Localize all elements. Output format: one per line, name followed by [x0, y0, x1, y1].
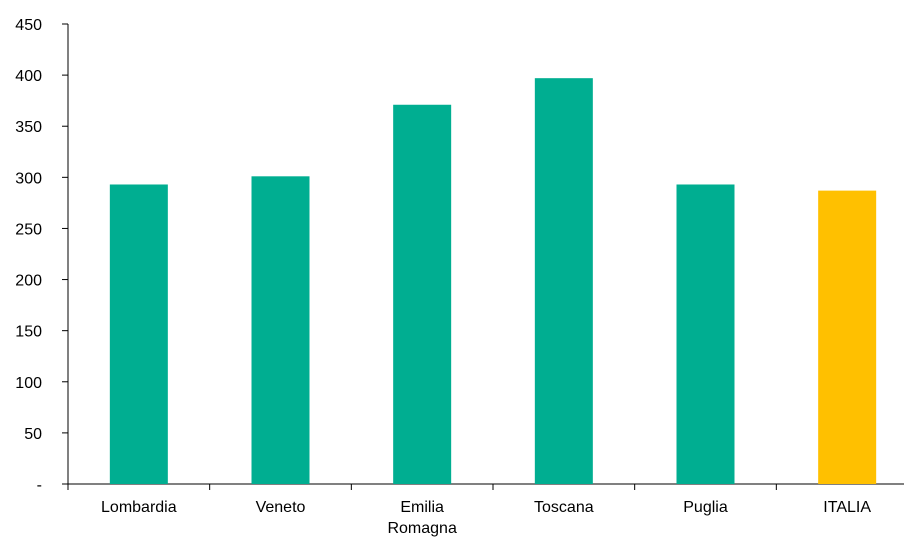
y-axis: - 50 100 150 200 250 300 350 400 450 [15, 17, 69, 494]
bar-emilia-romagna [393, 104, 452, 484]
x-category-label: Lombardia [101, 499, 177, 516]
bar-toscana [534, 78, 593, 484]
x-category-label: Toscana [534, 499, 594, 516]
x-category-label: ITALIA [823, 499, 871, 516]
y-tick-label: 100 [15, 375, 42, 392]
bar-lombardia [109, 184, 168, 484]
y-tick-label: - [37, 477, 42, 494]
x-axis: Lombardia Veneto Emilia Romagna Toscana Pugli… [67, 483, 904, 537]
y-tick-label: 150 [15, 324, 42, 341]
y-tick-label: 400 [15, 68, 42, 85]
y-tick-label: 450 [15, 17, 42, 34]
x-category-label: Puglia [683, 499, 728, 516]
bar-italia [818, 190, 877, 484]
bars [109, 78, 877, 485]
x-category-label: Emilia Romagna [387, 499, 456, 537]
y-tick-label: 300 [15, 170, 42, 187]
y-tick-label: 200 [15, 273, 42, 290]
y-tick-label: 350 [15, 119, 42, 136]
y-tick-label: 250 [15, 221, 42, 238]
x-category-label: Veneto [256, 499, 306, 516]
bar-puglia [676, 184, 735, 484]
y-tick-label: 50 [24, 426, 42, 443]
bar-veneto [251, 176, 310, 485]
